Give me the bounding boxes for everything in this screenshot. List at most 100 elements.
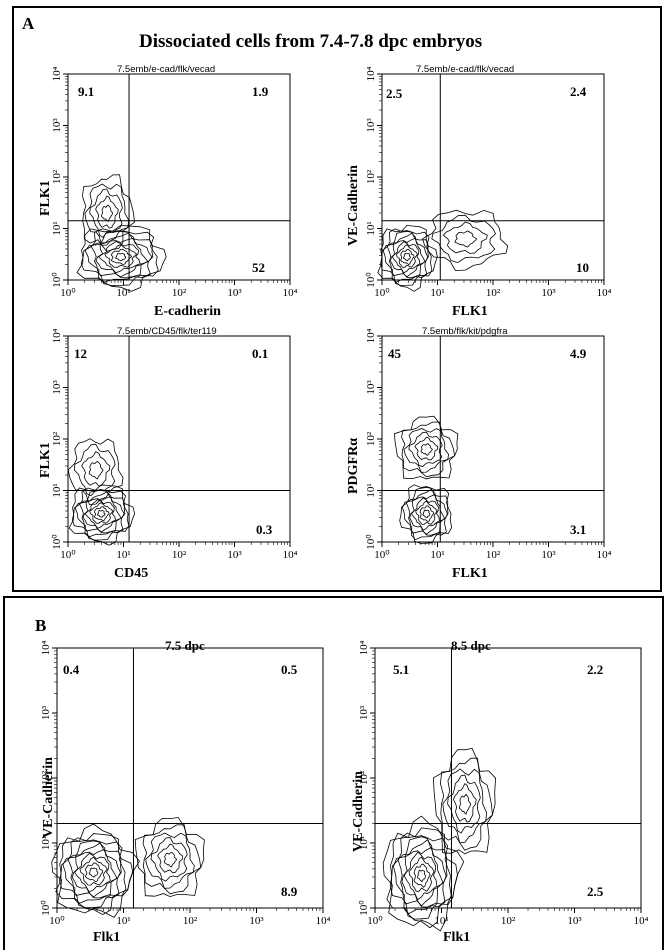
plot-subtitle: 7.5emb/flk/kit/pdgfra [422, 326, 508, 337]
y-tick-label: 10³ [40, 705, 52, 720]
contour-ring [84, 183, 130, 246]
contour-rings [67, 438, 136, 546]
plot-a4: 7.5emb/flk/kit/pdgfra 10⁰ 10⁰ 10¹ 10¹ 10² 10²… [346, 326, 626, 586]
contour-ring [150, 837, 188, 882]
contour-ring [422, 209, 509, 271]
contour-ring [431, 214, 496, 264]
contour-ring [459, 793, 472, 815]
contour-ring [439, 757, 493, 851]
y-tick-label: 10² [365, 431, 377, 446]
x-tick-label: 10³ [541, 549, 556, 561]
quadrant-upper-left: 9.1 [78, 84, 95, 99]
y-tick-label: 10⁴ [51, 66, 63, 81]
y-tick-label: 10⁴ [365, 66, 377, 81]
x-tick-label: 10³ [249, 915, 264, 927]
quadrant-lower-right: 52 [252, 260, 265, 275]
y-tick-label: 10⁰ [358, 900, 370, 916]
contour-rings [51, 817, 205, 918]
x-tick-label: 10⁴ [597, 549, 612, 561]
panel-a-title: Dissociated cells from 7.4-7.8 dpc embry… [139, 31, 483, 52]
x-tick-label: 10¹ [434, 915, 448, 927]
x-axis-label: FLK1 [452, 566, 488, 581]
y-tick-label: 10⁰ [365, 534, 377, 550]
x-tick-label: 10² [486, 549, 501, 561]
y-axis-label: VE-Cadherin [41, 757, 56, 838]
plot-subtitle: 7.5emb/e-cad/flk/vecad [117, 64, 216, 75]
contour-ring [134, 817, 205, 898]
plot-subtitle: 8.5 dpc [451, 638, 491, 653]
plot-frame [381, 335, 605, 543]
contour-ring [399, 484, 453, 544]
x-axis-label: FLK1 [452, 304, 488, 319]
contour-ring [95, 195, 119, 229]
quadrant-upper-right: 2.4 [570, 84, 587, 99]
contour-ring [88, 867, 99, 878]
contour-ring [89, 502, 114, 524]
panel-b-letter: B [35, 616, 47, 635]
quadrant-lower-right: 8.9 [281, 884, 298, 899]
x-tick-label: 10³ [567, 915, 582, 927]
quadrant-lower-right: 3.1 [570, 522, 587, 537]
y-axis-label: PDGFRα [346, 437, 361, 494]
contour-ring [71, 849, 118, 898]
contour-ring [395, 244, 418, 268]
x-tick-label: 10⁰ [60, 287, 76, 299]
contour-ring [410, 497, 440, 531]
x-tick-label: 10¹ [116, 915, 130, 927]
y-tick-label: 10⁰ [365, 272, 377, 288]
contour-rings [393, 415, 459, 544]
x-axis-label: Flk1 [93, 930, 121, 945]
plot-a1: 7.5emb/e-cad/flk/vecad 10⁰ 10⁰ 10¹ 10¹ 10² 10… [38, 64, 312, 324]
contour-ring [403, 252, 411, 262]
contour-ring [84, 862, 104, 883]
quadrant-upper-right: 4.9 [570, 346, 587, 361]
contour-ring [454, 230, 478, 248]
quadrant-upper-right: 1.9 [252, 84, 269, 99]
quadrant-lower-right: 2.5 [587, 884, 604, 899]
x-axis-label: CD45 [114, 566, 149, 581]
contour-ring [74, 852, 111, 893]
y-tick-label: 10⁴ [365, 328, 377, 343]
plot-subtitle: 7.5 dpc [165, 638, 205, 653]
y-tick-label: 10² [365, 169, 377, 184]
panel-a: A Dissociated cells from 7.4-7.8 dpc emb… [12, 6, 662, 592]
x-tick-label: 10³ [227, 287, 242, 299]
y-tick-label: 10² [40, 770, 52, 785]
plot-subtitle: 7.5emb/e-cad/flk/vecad [416, 64, 515, 75]
y-tick-label: 10¹ [358, 836, 370, 850]
contour-ring [403, 428, 450, 473]
contour-ring [415, 500, 438, 525]
y-tick-label: 10⁴ [51, 328, 63, 343]
plot-frame [381, 73, 605, 281]
contour-ring [88, 460, 104, 480]
contour-ring [432, 747, 497, 855]
y-tick-label: 10² [358, 770, 370, 785]
x-tick-label: 10² [172, 287, 187, 299]
y-tick-label: 10⁰ [51, 534, 63, 550]
y-tick-label: 10¹ [51, 483, 63, 497]
contour-ring [400, 248, 415, 266]
contour-ring [422, 509, 431, 518]
y-tick-label: 10⁰ [51, 272, 63, 288]
contour-ring [67, 438, 124, 505]
y-tick-label: 10⁴ [358, 640, 370, 655]
quadrant-upper-right: 0.1 [252, 346, 269, 361]
quadrant-upper-left: 12 [74, 346, 87, 361]
contour-ring [442, 768, 488, 844]
y-tick-label: 10³ [51, 118, 63, 133]
x-tick-label: 10⁴ [634, 915, 649, 927]
contour-ring [442, 221, 488, 254]
plot-a2: 7.5emb/e-cad/flk/vecad 10⁰ 10⁰ 10¹ 10¹ 10² 10… [346, 64, 626, 324]
contour-ring [93, 506, 110, 522]
contour-ring [89, 188, 123, 238]
plot-a3: 7.5emb/CD45/flk/ter119 10⁰ 10⁰ 10¹ 10¹ 10² 10… [38, 326, 312, 586]
y-tick-label: 10⁴ [40, 640, 52, 655]
x-axis-label: E-cadherin [154, 304, 221, 319]
y-tick-label: 10⁰ [40, 900, 52, 916]
x-tick-label: 10⁰ [60, 549, 76, 561]
x-tick-label: 10² [486, 287, 501, 299]
y-axis-label: FLK1 [38, 442, 53, 478]
contour-ring [391, 240, 421, 274]
